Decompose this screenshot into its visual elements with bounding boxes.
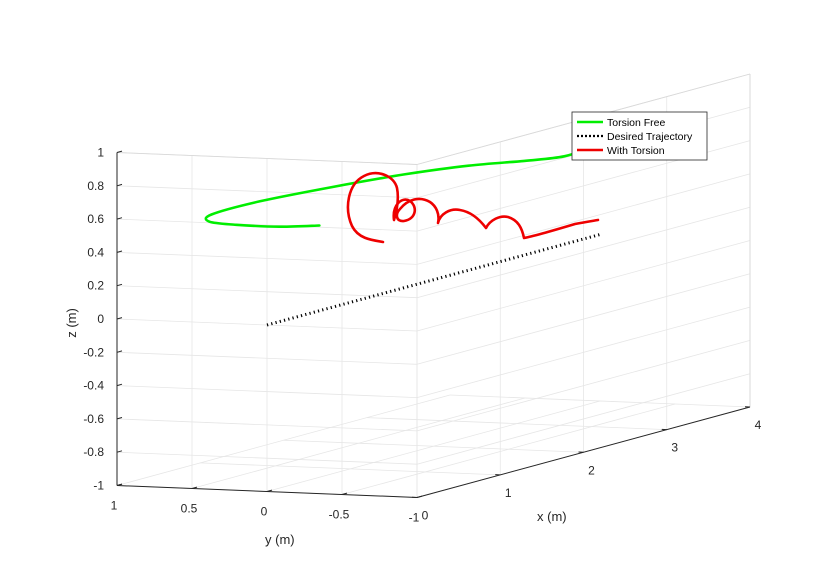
- z-tick-mark: [116, 317, 123, 320]
- x-tick-label: 2: [588, 463, 595, 477]
- grid-line-z: [416, 373, 751, 465]
- grid-line-y: [116, 394, 451, 486]
- z-tick-label: -1: [93, 479, 104, 493]
- x-axis-label: x (m): [537, 509, 567, 524]
- tick-labels: -1 -0.8 -0.6 -0.4 -0.2 0 0.2 0.4 0.6 0.8 1 1 0.5 0 -0.…: [83, 146, 761, 525]
- grid-line-z: [116, 385, 418, 398]
- grid-line-z: [116, 418, 418, 432]
- grid-line-z: [416, 206, 751, 299]
- z-tick-label: 1: [97, 146, 104, 160]
- z-tick-label: 0.8: [87, 179, 104, 193]
- z-tick-mark: [116, 150, 123, 153]
- y-tick-mark: [266, 489, 273, 492]
- z-tick-label: 0.4: [87, 245, 104, 259]
- grid-line-y: [191, 397, 526, 489]
- z-tick-mark: [116, 283, 123, 287]
- z-tick-mark: [116, 417, 123, 420]
- y-tick-mark: [416, 495, 423, 498]
- y-axis-label: y (m): [265, 532, 295, 547]
- series-desired-trajectory-line: [266, 233, 601, 327]
- z-tick-mark: [116, 183, 123, 187]
- y-tick-label: 0.5: [181, 502, 198, 516]
- legend-label-desired-trajectory: Desired Trajectory: [607, 131, 693, 143]
- grid-line-z: [116, 451, 418, 465]
- z-tick-label: -0.4: [83, 379, 104, 393]
- grid-line-y: [266, 400, 601, 492]
- y-tick-label: -1: [409, 511, 420, 525]
- grid-line-z: [416, 340, 751, 432]
- z-tick-label: -0.2: [83, 345, 104, 359]
- z-tick-mark: [116, 350, 123, 353]
- y-tick-label: -0.5: [329, 508, 350, 522]
- grid-line-z: [416, 306, 751, 398]
- legend-label-torsion-free: Torsion Free: [607, 117, 666, 129]
- z-tick-label: -0.6: [83, 412, 104, 426]
- x-tick-label: 1: [505, 486, 512, 500]
- z-axis-label: z (m): [64, 308, 79, 338]
- x-tick-label: 0: [422, 509, 429, 523]
- x-tick-label: 4: [755, 418, 762, 432]
- z-tick-mark: [116, 250, 123, 253]
- grid-line-z: [116, 351, 418, 365]
- y-tick-label: 0: [261, 505, 268, 519]
- axes-lines: [116, 150, 751, 498]
- grid-line-z: [416, 273, 751, 365]
- z-tick-mark: [116, 217, 123, 220]
- y-tick-mark: [191, 486, 198, 489]
- z-tick-mark: [116, 383, 123, 387]
- grid-line-z: [416, 240, 751, 332]
- legend-label-with-torsion: With Torsion: [607, 145, 665, 157]
- z-tick-label: 0.2: [87, 279, 104, 293]
- y-tick-mark: [341, 492, 348, 495]
- z-tick-mark: [116, 450, 123, 453]
- y-tick-label: 1: [111, 499, 118, 513]
- z-tick-label: 0.6: [87, 212, 104, 226]
- grid-line-z: [116, 252, 418, 265]
- box-edge: [116, 152, 418, 165]
- legend: Torsion Free Desired Trajectory With Tor…: [571, 111, 708, 161]
- series-torsion-free-line: [204, 135, 628, 229]
- x-tick-label: 3: [671, 441, 678, 455]
- data-series: [204, 135, 628, 327]
- y-tick-mark: [116, 483, 123, 486]
- grid-line-z: [116, 285, 418, 299]
- grid-line-y: [341, 403, 676, 495]
- z-tick-label: 0: [97, 312, 104, 326]
- z-tick-label: -0.8: [83, 445, 104, 459]
